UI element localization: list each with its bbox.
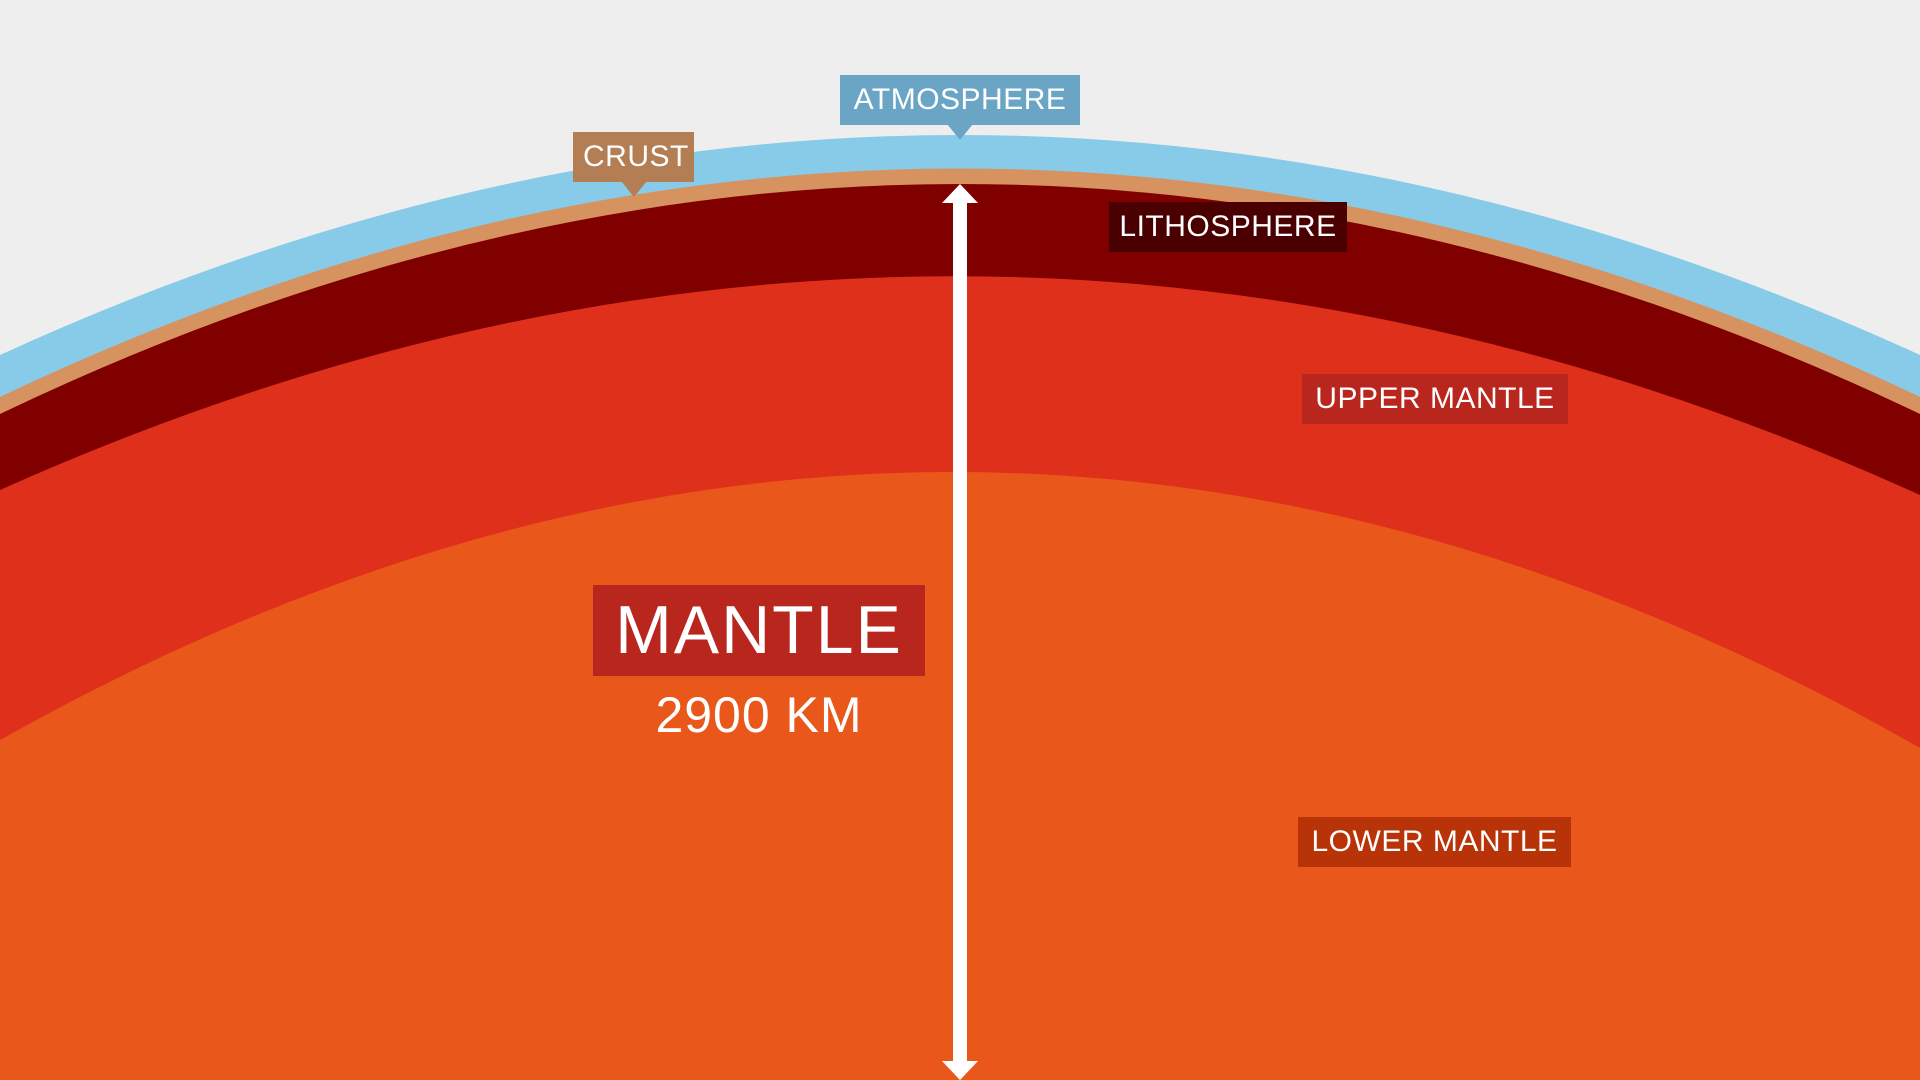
atmosphere-label: ATMOSPHERE [840, 75, 1080, 125]
upper-mantle-label: UPPER MANTLE [1302, 374, 1568, 424]
mantle-depth-value: 2900 KM [655, 687, 863, 743]
crust-label: CRUST [573, 132, 694, 182]
mantle-title: MANTLE [593, 585, 925, 676]
depth-arrow [942, 184, 978, 1080]
lithosphere-label: LITHOSPHERE [1109, 202, 1347, 252]
lower-mantle-label: LOWER MANTLE [1298, 817, 1571, 867]
